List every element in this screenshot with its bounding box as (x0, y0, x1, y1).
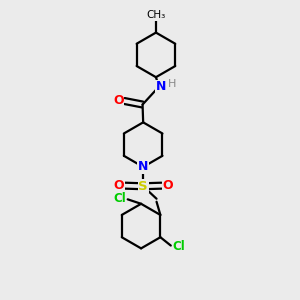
Text: S: S (138, 180, 148, 193)
Text: N: N (156, 80, 166, 94)
Text: Cl: Cl (173, 240, 185, 253)
Text: N: N (138, 160, 148, 173)
Text: H: H (168, 79, 176, 89)
Text: O: O (113, 94, 124, 107)
Text: CH₃: CH₃ (146, 11, 166, 20)
Text: O: O (162, 179, 173, 192)
Text: O: O (113, 179, 124, 192)
Text: Cl: Cl (113, 192, 126, 205)
